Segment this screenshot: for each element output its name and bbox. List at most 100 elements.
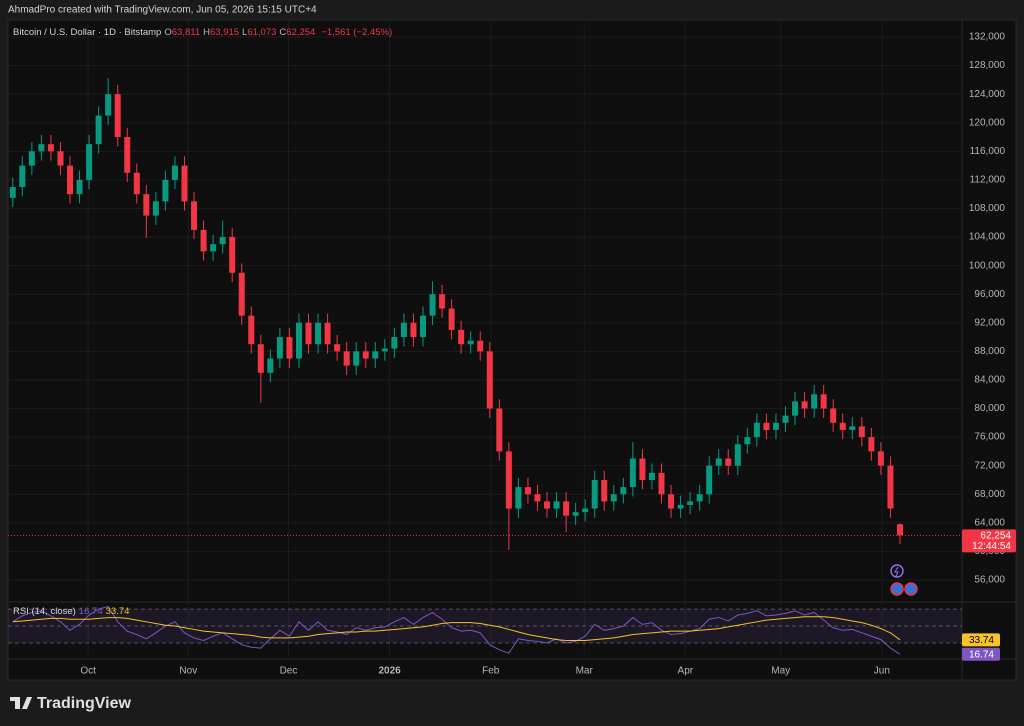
last-price-badge xyxy=(962,529,1016,553)
candle-body xyxy=(267,358,274,373)
candle-body xyxy=(305,322,312,345)
y-tick-label: 120,000 xyxy=(969,117,1006,128)
value-badge-label: 16.74 xyxy=(969,649,994,660)
candle-body xyxy=(496,408,503,452)
candle-body xyxy=(124,137,131,173)
y-tick-label: 80,000 xyxy=(974,403,1005,414)
last-price-label: 62,254 xyxy=(980,530,1011,541)
brand: TradingView xyxy=(37,695,132,712)
logo-mark xyxy=(10,697,32,709)
candle-body xyxy=(601,479,608,502)
x-tick-label: Apr xyxy=(678,666,694,677)
candle-body xyxy=(171,165,178,180)
x-tick-label: Dec xyxy=(280,666,298,677)
candle-body xyxy=(324,322,331,345)
countdown: 12:44:54 xyxy=(972,541,1011,552)
candle-body xyxy=(572,512,579,516)
candle-body xyxy=(381,348,388,352)
y-tick-label: 68,000 xyxy=(974,489,1005,500)
y-tick-label: 104,000 xyxy=(969,232,1006,243)
candle-body xyxy=(668,494,675,509)
icon xyxy=(890,564,904,578)
rsi-line xyxy=(12,605,901,655)
rsi-value: 16.74 xyxy=(78,606,103,617)
candle-body xyxy=(715,458,722,466)
candle-body xyxy=(515,487,522,509)
candle-body xyxy=(57,151,64,166)
x-tick-label: Mar xyxy=(576,666,594,677)
candle-body xyxy=(544,501,551,509)
candle-body xyxy=(210,244,217,252)
x-tick-label: Jun xyxy=(874,666,890,677)
x-tick-label: 2026 xyxy=(378,666,401,677)
candle-body xyxy=(152,201,159,216)
candle-body xyxy=(467,340,474,345)
x-tick-label: Oct xyxy=(80,666,96,677)
chart-frame xyxy=(7,19,1017,681)
candle-body xyxy=(334,344,341,352)
rsi-ma-value: 33.74 xyxy=(105,606,130,617)
candle-body xyxy=(391,337,398,349)
ohlc-key: L xyxy=(242,27,248,38)
candle-body xyxy=(28,151,35,166)
candle-body xyxy=(839,422,846,430)
y-tick-label: 96,000 xyxy=(974,289,1005,300)
x-tick-label: Feb xyxy=(482,666,500,677)
candle-body xyxy=(200,229,207,252)
candle-body xyxy=(429,294,436,316)
candle-body xyxy=(286,337,293,359)
candle-body xyxy=(877,451,884,466)
rsi-line xyxy=(12,616,901,641)
y-tick-label: 128,000 xyxy=(969,60,1006,71)
rsi-legend: RSI (14, close) 16.74 33.74 xyxy=(13,606,129,617)
candle-body xyxy=(811,394,818,409)
candle-body xyxy=(505,451,512,509)
candle-body xyxy=(744,437,751,445)
ohlc-value: 63,915 xyxy=(209,27,240,38)
icon xyxy=(904,582,918,596)
candle-body xyxy=(114,94,121,138)
candle-body xyxy=(229,237,236,273)
candle-body xyxy=(276,337,283,359)
candle-body xyxy=(143,194,150,216)
candle-body xyxy=(782,415,789,423)
candle-body xyxy=(610,494,617,502)
y-tick-label: 124,000 xyxy=(969,89,1006,100)
candle-body xyxy=(830,408,837,423)
y-tick-label: 108,000 xyxy=(969,203,1006,214)
candle-body xyxy=(410,322,417,338)
candle-body xyxy=(658,472,665,495)
y-tick-label: 92,000 xyxy=(974,317,1005,328)
candle-body xyxy=(639,458,646,480)
candle-body xyxy=(486,351,493,409)
candle-body xyxy=(582,508,589,513)
rsi-title: RSI (14, close) xyxy=(13,606,76,617)
candle-body xyxy=(563,501,570,516)
candle-body xyxy=(887,465,894,509)
icon xyxy=(894,566,899,577)
candle-body xyxy=(248,315,255,345)
candle-body xyxy=(677,504,684,509)
candle-body xyxy=(706,465,713,495)
y-tick-label: 56,000 xyxy=(974,575,1005,586)
y-tick-label: 88,000 xyxy=(974,346,1005,357)
candle-body xyxy=(553,501,560,509)
ohlc-value: 63,811 xyxy=(171,27,201,38)
candle-body xyxy=(620,487,627,495)
y-tick-label: 72,000 xyxy=(974,460,1005,471)
candle-body xyxy=(868,437,875,452)
candle-body xyxy=(629,458,636,488)
ohlc-key: O xyxy=(164,27,172,38)
candle-body xyxy=(219,237,226,245)
ohlc-key: H xyxy=(203,27,210,38)
ohlc-value: 62,254 xyxy=(286,27,316,38)
event-icons xyxy=(890,564,918,596)
candle-body xyxy=(763,422,770,430)
candle-body xyxy=(353,351,360,366)
x-tick-label: Nov xyxy=(179,666,197,677)
candle-body xyxy=(257,344,264,373)
candle-body xyxy=(477,340,484,352)
ohlc-values: O 63,811 H 63,915 L 61,073 C 62,254 xyxy=(164,27,318,38)
candle-body xyxy=(133,172,140,195)
